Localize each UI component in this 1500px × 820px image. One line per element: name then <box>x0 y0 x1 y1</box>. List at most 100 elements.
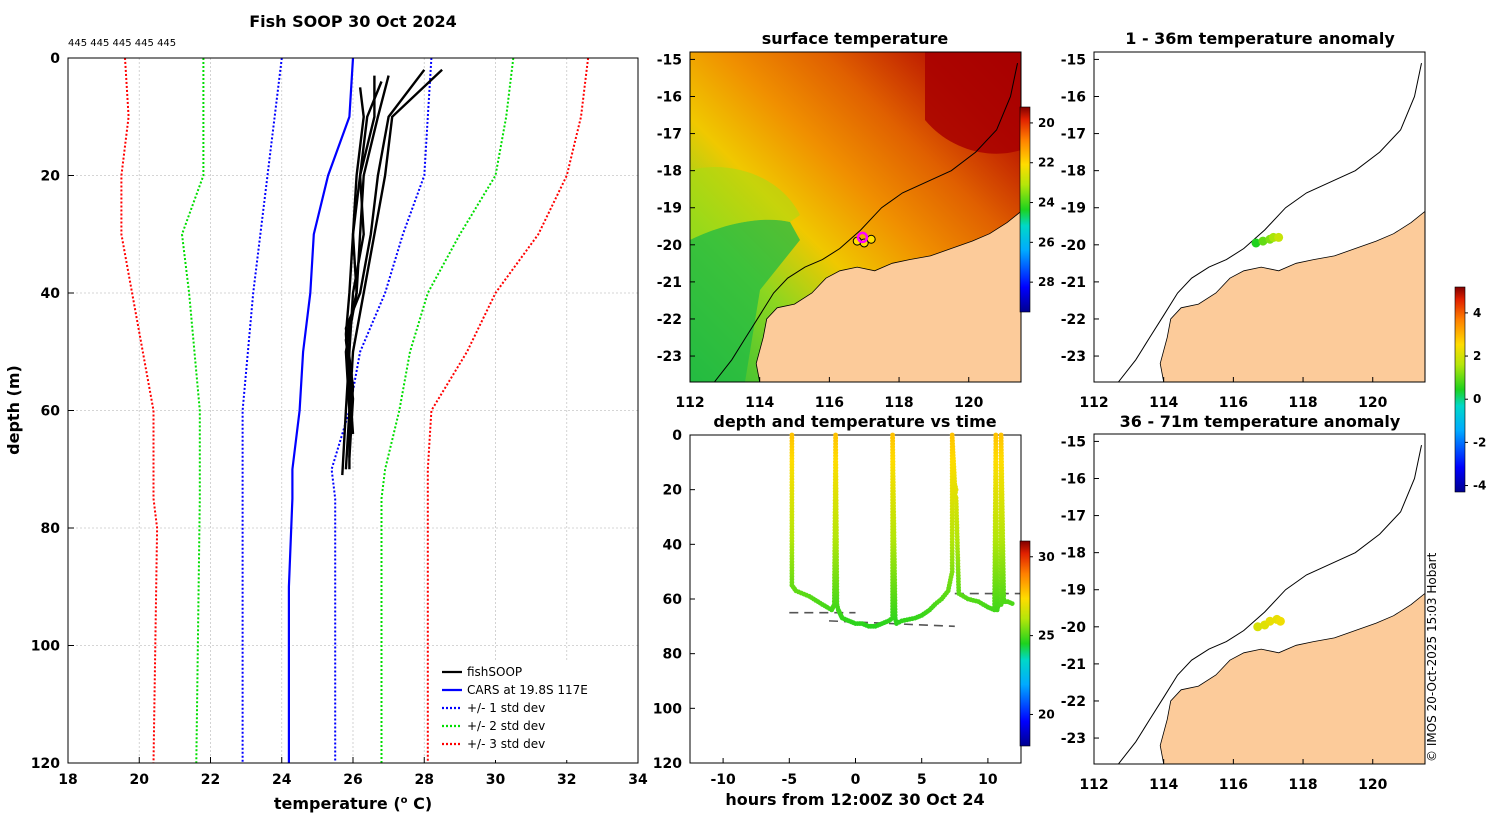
anomaly-map-1-xtick-label: 118 <box>1288 395 1317 411</box>
profile-xtick-label: 28 <box>415 772 434 788</box>
profile-series-fishsoop-cast-5 <box>344 81 383 435</box>
sst-xtick-label: 120 <box>954 395 983 411</box>
profile-series--2-std-dev-high- <box>380 57 515 763</box>
anomaly-map-2-xtick-label: 112 <box>1079 777 1108 793</box>
sst-xtick-label: 112 <box>675 395 704 411</box>
legend-label: +/- 2 std dev <box>467 719 545 733</box>
anomaly-map-2-ytick-label: -23 <box>1061 731 1086 747</box>
sst-field <box>690 52 1021 382</box>
anomaly-colorbar <box>1454 286 1466 493</box>
legend-label: +/- 3 std dev <box>467 737 545 751</box>
anomaly-map-2-axes-box <box>1093 433 1426 765</box>
sst-colorbar-ticks: 28 26 24 22 20 <box>1030 116 1055 289</box>
anomaly-map-1-ytick-label: -23 <box>1061 349 1086 365</box>
anomaly-map-1-axes-box <box>1093 51 1426 383</box>
anomaly-map-1-ytick-label: -20 <box>1061 238 1087 254</box>
anomaly-map-1-ticks: 112 114 116 118 120 -15 -16 -17 -18 -19 -20 -21 -22 -… <box>1061 52 1388 411</box>
sst-colorbar <box>1019 106 1031 313</box>
anomaly-map-1-panel: 1 - 36m temperature anomaly 112 114 116 118… <box>1061 29 1426 411</box>
track-point <box>1009 601 1015 606</box>
anomaly-map-1-title: 1 - 36m temperature anomaly <box>1125 29 1395 48</box>
anomaly-colorbar-tick-label: 0 <box>1473 392 1481 406</box>
anomaly-map-2-land <box>1159 593 1425 764</box>
anomaly-map-1-ytick-label: -18 <box>1061 164 1086 180</box>
anomaly-map-2-title: 36 - 71m temperature anomaly <box>1120 412 1401 431</box>
credit-text: © IMOS 20-Oct-2025 15:03 Hobart <box>1425 552 1439 762</box>
profile-ytick-label: 80 <box>41 521 61 537</box>
sst-ytick-label: -16 <box>657 89 682 105</box>
profile-series-fishsoop-cast-3 <box>344 75 390 458</box>
anomaly-map-1-ytick-label: -21 <box>1061 275 1086 291</box>
anomaly-map-1-land <box>1159 211 1425 382</box>
timeseries-xtick-label: 0 <box>851 772 861 788</box>
legend-label: +/- 1 std dev <box>467 701 545 715</box>
cast-ids-label: 445 445 445 445 445 <box>68 38 176 49</box>
anomaly-point <box>1253 622 1263 632</box>
timeseries-xtick-label: -10 <box>710 772 736 788</box>
anomaly-point <box>1265 616 1275 626</box>
timeseries-xtick-label: 10 <box>978 772 998 788</box>
profile-series-fishsoop-cast-6 <box>344 87 365 470</box>
anomaly-point <box>1274 232 1284 242</box>
timeseries-colorbar <box>1019 540 1031 747</box>
sst-colorbar-tick-label: 26 <box>1038 235 1055 249</box>
sst-colorbar-tick-label: 28 <box>1038 275 1055 289</box>
sst-xtick-label: 118 <box>884 395 913 411</box>
sst-ytick-label: -22 <box>657 312 682 328</box>
profile-xtick-label: 20 <box>130 772 150 788</box>
anomaly-point <box>1275 616 1285 626</box>
timeseries-title: depth and temperature vs time <box>713 412 996 431</box>
timeseries-colorbar-tick-label: 30 <box>1038 550 1055 564</box>
profile-xlabel: temperature (o C) <box>274 794 432 813</box>
profile-xtick-label: 30 <box>486 772 506 788</box>
anomaly-map-1-xtick-label: 112 <box>1079 395 1108 411</box>
legend-box <box>434 662 634 760</box>
anomaly-colorbar-ticks: 4 2 0 -2 -4 <box>1465 306 1486 493</box>
anomaly-map-2-ytick-label: -16 <box>1061 471 1086 487</box>
sst-map-title: surface temperature <box>762 29 949 48</box>
sst-ticks: 112 114 116 118 120 -15 -16 -17 -18 -19 -20 -21 -22 -… <box>657 52 984 411</box>
profile-panel: Fish SOOP 30 Oct 2024 445 445 445 445 44… <box>4 12 648 813</box>
anomaly-map-2-ytick-label: -18 <box>1061 546 1086 562</box>
profile-xtick-label: 22 <box>201 772 220 788</box>
anomaly-colorbar-tick-label: -2 <box>1473 435 1486 449</box>
profile-legend: fishSOOP CARS at 19.8S 117E +/- 1 std dev +… <box>434 662 634 760</box>
anomaly-map-2-xtick-label: 116 <box>1219 777 1248 793</box>
anomaly-colorbar-tick-label: -4 <box>1473 479 1486 493</box>
anomaly-point <box>1251 238 1261 248</box>
sst-cool-water <box>690 219 800 382</box>
sst-cast-markers <box>852 231 876 248</box>
sst-ytick-label: -20 <box>657 238 683 254</box>
profile-ytick-label: 0 <box>50 51 60 67</box>
anomaly-map-2-xtick-label: 120 <box>1358 777 1387 793</box>
profile-xtick-label: 26 <box>343 772 362 788</box>
anomaly-map-1-field <box>1118 62 1425 382</box>
timeseries-panel: depth and temperature vs time -10 -5 0 5 100… <box>653 412 1055 809</box>
profile-x-ticks: 18 20 22 24 26 28 30 32 34 <box>58 757 648 788</box>
anomaly-map-1-xtick-label: 116 <box>1219 395 1248 411</box>
anomaly-colorbar-tick-label: 4 <box>1473 306 1481 320</box>
profile-ytick-label: 100 <box>31 639 60 655</box>
timeseries-ytick-label: 60 <box>663 592 683 608</box>
timeseries-colorbar-ticks: 30 25 20 <box>1030 550 1055 721</box>
sst-warm-transition <box>690 167 800 240</box>
profile-series--3-std-dev-low- <box>120 57 159 764</box>
sst-ytick-label: -15 <box>657 52 682 68</box>
anomaly-map-2-shelf-contour <box>1118 444 1422 764</box>
profile-series--2-std-dev-low- <box>180 58 205 764</box>
profile-series-fishsoop-cast-1 <box>344 68 443 470</box>
legend-label: CARS at 19.8S 117E <box>467 683 588 697</box>
anomaly-map-1-xtick-label: 114 <box>1149 395 1178 411</box>
anomaly-map-1-xtick-label: 120 <box>1358 395 1387 411</box>
anomaly-map-1-ytick-label: -17 <box>1061 127 1086 143</box>
anomaly-map-2-ytick-label: -20 <box>1061 620 1087 636</box>
profile-title: Fish SOOP 30 Oct 2024 <box>249 12 457 31</box>
sst-ytick-label: -17 <box>657 127 682 143</box>
timeseries-ytick-label: 80 <box>663 647 683 663</box>
timeseries-ytick-label: 40 <box>663 537 683 553</box>
anomaly-map-2-ytick-label: -22 <box>1061 694 1086 710</box>
anomaly-map-2-points <box>1253 614 1285 632</box>
sst-ytick-label: -18 <box>657 164 682 180</box>
